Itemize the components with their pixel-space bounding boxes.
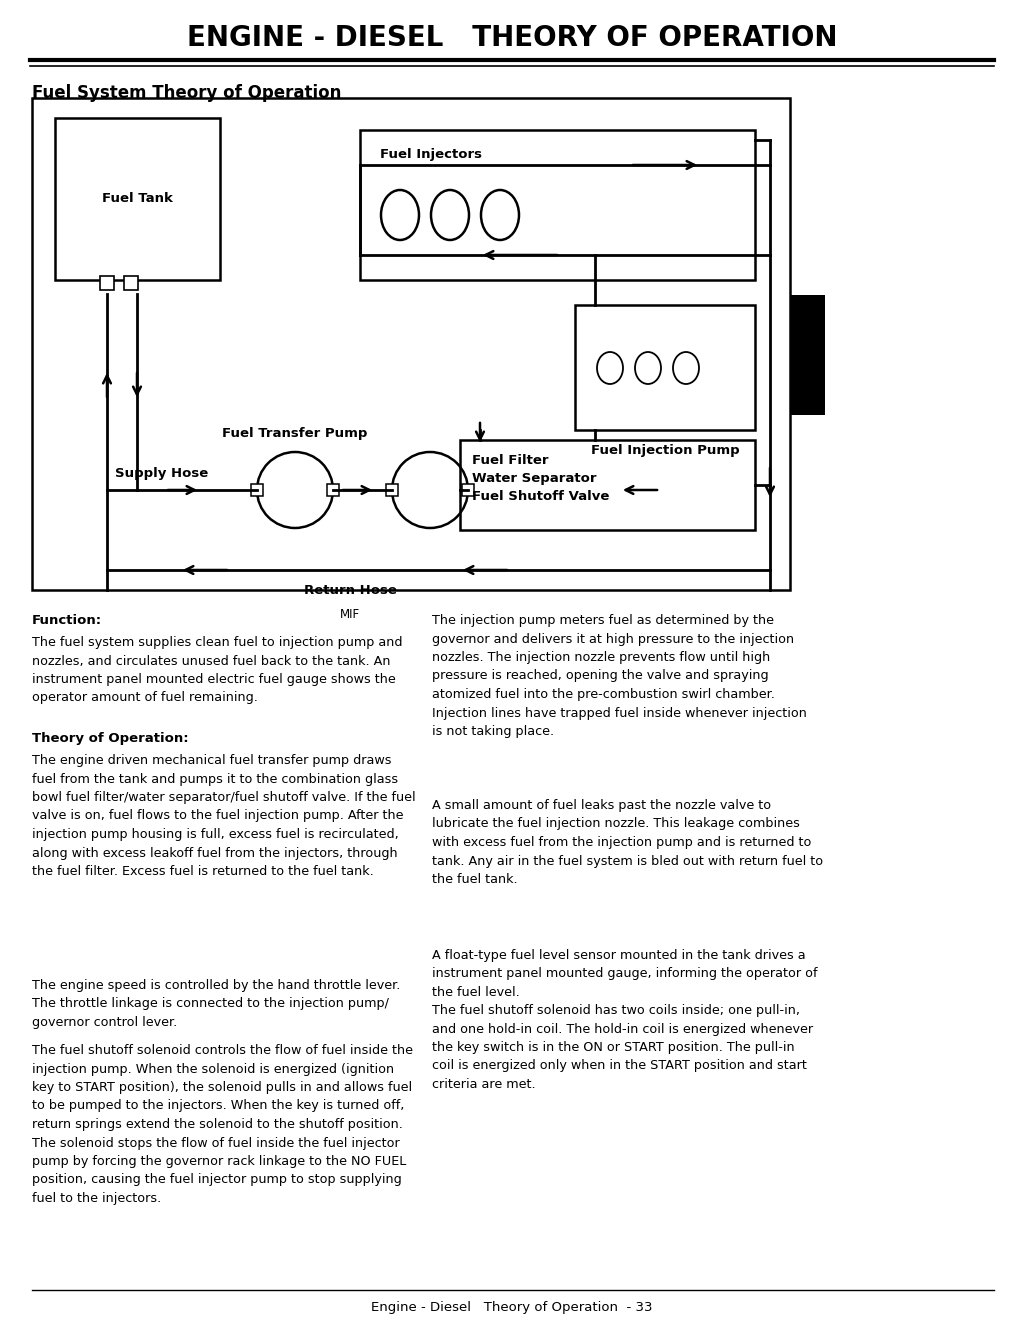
Bar — [790, 295, 825, 415]
Text: Fuel Tank: Fuel Tank — [102, 192, 173, 206]
Text: The engine driven mechanical fuel transfer pump draws
fuel from the tank and pum: The engine driven mechanical fuel transf… — [32, 754, 416, 878]
Text: The engine speed is controlled by the hand throttle lever.
The throttle linkage : The engine speed is controlled by the ha… — [32, 979, 400, 1028]
Text: Function:: Function: — [32, 614, 102, 626]
Text: Fuel System Theory of Operation: Fuel System Theory of Operation — [32, 84, 341, 102]
Bar — [251, 484, 263, 496]
Text: The fuel shutoff solenoid has two coils inside; one pull-in,
and one hold-in coi: The fuel shutoff solenoid has two coils … — [432, 1005, 813, 1091]
Bar — [124, 276, 138, 291]
Text: Fuel Injection Pump: Fuel Injection Pump — [591, 445, 739, 456]
Bar — [32, 98, 790, 591]
Bar — [100, 276, 114, 291]
Bar — [462, 484, 474, 496]
Text: The fuel shutoff solenoid controls the flow of fuel inside the
injection pump. W: The fuel shutoff solenoid controls the f… — [32, 1044, 413, 1205]
Bar — [360, 130, 755, 280]
Bar — [460, 441, 755, 529]
Text: A small amount of fuel leaks past the nozzle valve to
lubricate the fuel injecti: A small amount of fuel leaks past the no… — [432, 799, 823, 886]
Text: Supply Hose: Supply Hose — [115, 467, 208, 480]
Text: The fuel system supplies clean fuel to injection pump and
nozzles, and circulate: The fuel system supplies clean fuel to i… — [32, 636, 402, 705]
Text: Fuel Shutoff Valve: Fuel Shutoff Valve — [472, 490, 609, 503]
Text: Return Hose: Return Hose — [303, 584, 396, 597]
Text: Fuel Filter: Fuel Filter — [472, 454, 549, 467]
Text: Fuel Transfer Pump: Fuel Transfer Pump — [222, 427, 368, 441]
Text: A float-type fuel level sensor mounted in the tank drives a
instrument panel mou: A float-type fuel level sensor mounted i… — [432, 949, 817, 999]
Bar — [575, 305, 755, 430]
Text: Engine - Diesel   Theory of Operation  - 33: Engine - Diesel Theory of Operation - 33 — [372, 1302, 652, 1315]
Text: The injection pump meters fuel as determined by the
governor and delivers it at : The injection pump meters fuel as determ… — [432, 614, 807, 738]
Text: Fuel Injectors: Fuel Injectors — [380, 149, 482, 161]
Text: MIF: MIF — [340, 608, 360, 621]
Text: ENGINE - DIESEL   THEORY OF OPERATION: ENGINE - DIESEL THEORY OF OPERATION — [186, 24, 838, 52]
Text: Water Separator: Water Separator — [472, 472, 597, 484]
Bar — [386, 484, 398, 496]
Text: Theory of Operation:: Theory of Operation: — [32, 733, 188, 744]
Bar — [327, 484, 339, 496]
Bar — [55, 118, 220, 280]
